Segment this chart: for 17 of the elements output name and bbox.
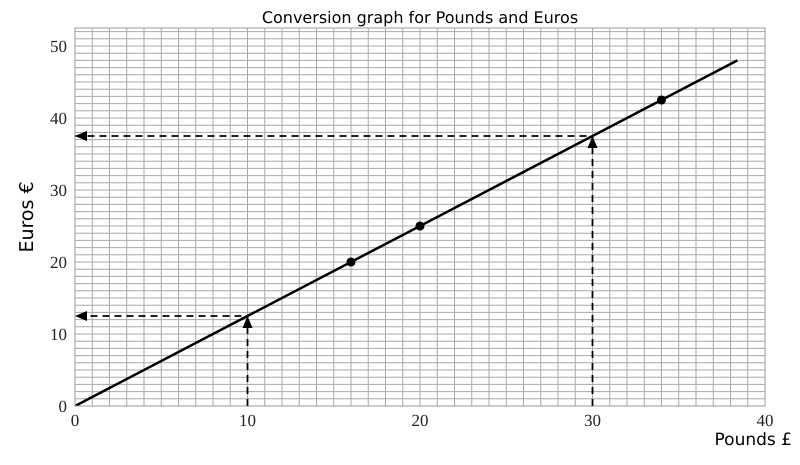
y-tick-label: 10	[50, 325, 67, 344]
y-tick-label: 0	[58, 397, 67, 416]
x-tick-label: 30	[584, 411, 601, 430]
x-tick-label: 40	[756, 411, 774, 430]
chart-title: Conversion graph for Pounds and Euros	[260, 8, 580, 28]
point	[346, 257, 356, 267]
x-axis-title: Pounds £	[714, 430, 792, 450]
point	[415, 221, 425, 231]
y-tick-label: 20	[50, 253, 67, 272]
y-tick-label: 30	[50, 181, 67, 200]
x-tick-label: 10	[239, 411, 256, 430]
point	[656, 95, 666, 105]
y-tick-label: 50	[50, 37, 67, 56]
y-tick-label: 40	[50, 109, 67, 128]
x-tick-label: 0	[70, 411, 80, 430]
x-tick-label: 20	[412, 411, 428, 430]
y-axis-title: Euros €	[16, 181, 38, 253]
